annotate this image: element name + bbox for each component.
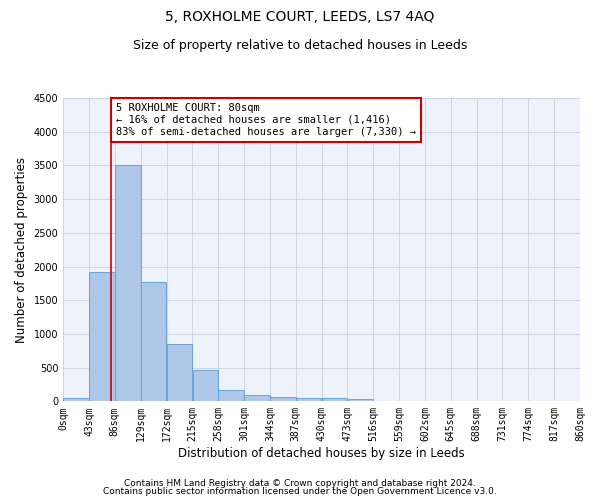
- Bar: [270, 397, 296, 402]
- Text: Contains public sector information licensed under the Open Government Licence v3: Contains public sector information licen…: [103, 487, 497, 496]
- Bar: [89, 272, 115, 402]
- Bar: [193, 370, 218, 402]
- Y-axis label: Number of detached properties: Number of detached properties: [15, 156, 28, 342]
- Text: 5 ROXHOLME COURT: 80sqm
← 16% of detached houses are smaller (1,416)
83% of semi: 5 ROXHOLME COURT: 80sqm ← 16% of detache…: [116, 104, 416, 136]
- Bar: [141, 282, 166, 402]
- Bar: [296, 398, 322, 402]
- Bar: [322, 398, 347, 402]
- Text: 5, ROXHOLME COURT, LEEDS, LS7 4AQ: 5, ROXHOLME COURT, LEEDS, LS7 4AQ: [166, 10, 434, 24]
- Text: Contains HM Land Registry data © Crown copyright and database right 2024.: Contains HM Land Registry data © Crown c…: [124, 478, 476, 488]
- Bar: [244, 394, 270, 402]
- Bar: [218, 390, 244, 402]
- X-axis label: Distribution of detached houses by size in Leeds: Distribution of detached houses by size …: [178, 447, 465, 460]
- Bar: [115, 166, 140, 402]
- Bar: [167, 344, 192, 402]
- Bar: [347, 398, 373, 402]
- Bar: [64, 398, 89, 402]
- Text: Size of property relative to detached houses in Leeds: Size of property relative to detached ho…: [133, 39, 467, 52]
